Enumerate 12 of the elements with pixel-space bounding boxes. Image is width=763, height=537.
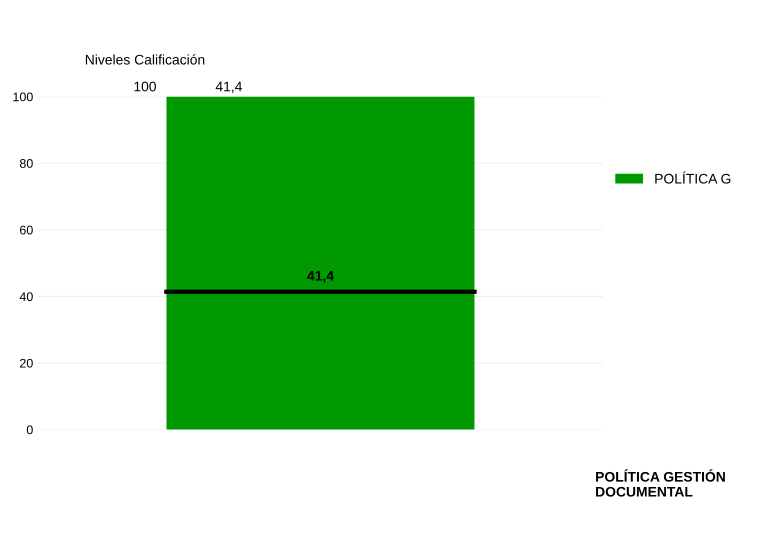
legend-label: POLÍTICA G — [655, 171, 730, 184]
text: 100 — [134, 82, 156, 92]
text: 41,4 — [216, 82, 242, 94]
y-tick-label: 60 — [20, 226, 33, 234]
y-tick-label: 100 — [13, 92, 33, 102]
text: Niveles Calificación — [86, 54, 204, 65]
y-tick-label: 80 — [20, 159, 33, 168]
ref-line-label: 41,4 — [307, 271, 334, 283]
y-tick-label: 40 — [20, 292, 33, 302]
y-tick-label: 0 — [26, 425, 33, 434]
y-tick-label: 20 — [20, 358, 33, 368]
x-axis-title: POLÍTICA GESTIÓN DOCUMENTAL — [596, 469, 725, 497]
